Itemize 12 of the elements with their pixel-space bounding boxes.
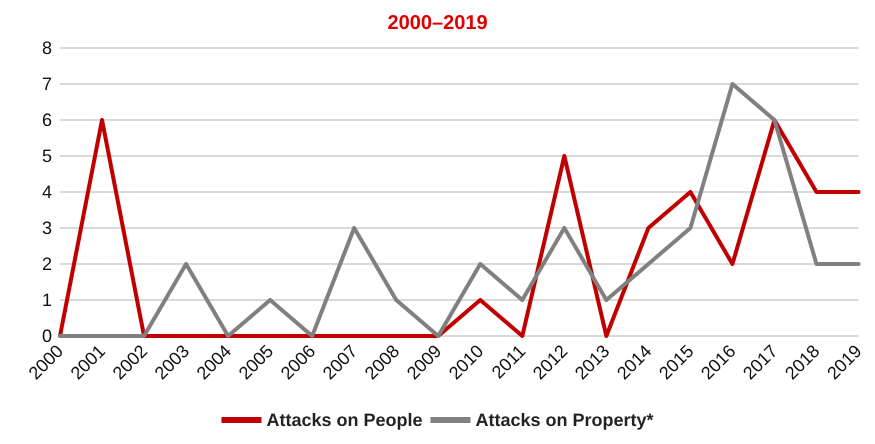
y-tick-label: 6: [42, 110, 52, 130]
y-tick-label: 2: [42, 254, 52, 274]
y-tick-label: 7: [42, 74, 52, 94]
chart-title: 2000–2019: [387, 12, 488, 34]
y-tick-label: 5: [42, 146, 52, 166]
y-tick-label: 1: [42, 290, 52, 310]
legend-label: Attacks on People: [266, 410, 422, 430]
y-tick-label: 4: [42, 182, 52, 202]
y-tick-label: 0: [42, 326, 52, 346]
legend-label: Attacks on Property*: [475, 410, 654, 430]
y-tick-label: 3: [42, 218, 52, 238]
y-tick-label: 8: [42, 38, 52, 58]
